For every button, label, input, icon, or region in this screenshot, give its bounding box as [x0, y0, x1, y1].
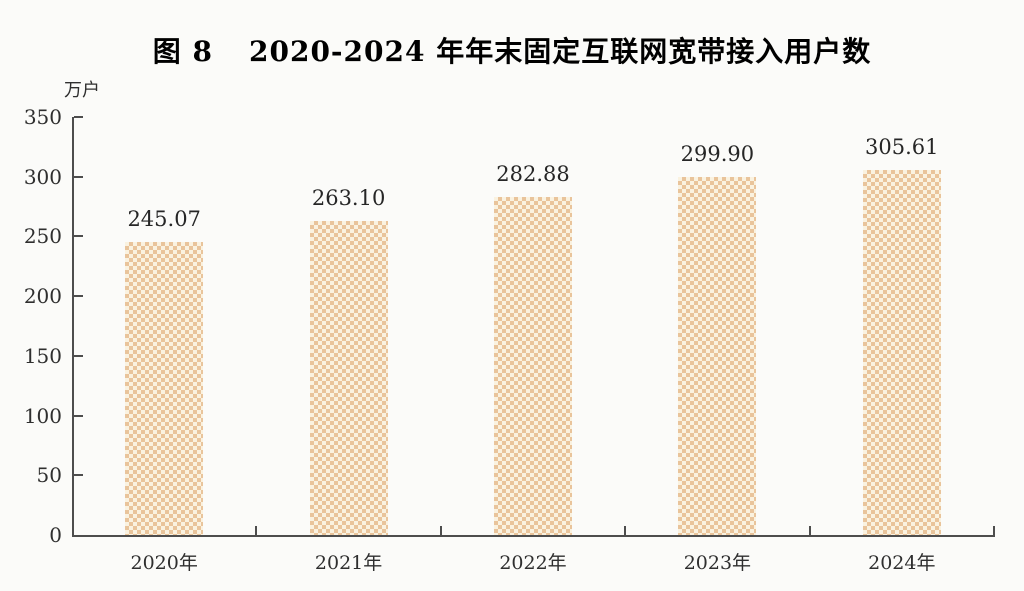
- bar: [862, 170, 941, 535]
- bar: [125, 242, 204, 535]
- x-category-label: 2024年: [868, 552, 936, 574]
- bar-value-label: 245.07: [127, 207, 201, 232]
- chart-title: 图 8 2020-2024 年年末固定互联网宽带接入用户数: [0, 30, 1024, 70]
- chart-title-text: 2020-2024 年年末固定互联网宽带接入用户数: [249, 35, 872, 68]
- bar: [309, 220, 388, 535]
- y-tick-label: 50: [36, 463, 62, 488]
- x-tick: [439, 526, 442, 535]
- x-axis-line: [72, 535, 995, 537]
- y-tick: [74, 295, 83, 298]
- y-tick: [74, 175, 83, 178]
- y-tick-label: 0: [49, 523, 62, 547]
- x-tick: [255, 526, 258, 535]
- y-tick-label: 250: [23, 224, 62, 249]
- figure-number-label: 图 8: [152, 35, 213, 68]
- y-tick: [74, 354, 83, 357]
- bar-value-label: 263.10: [311, 185, 386, 210]
- y-tick-label: 200: [23, 284, 62, 309]
- bar: [678, 176, 757, 535]
- bar: [494, 197, 572, 535]
- x-category-label: 2022年: [499, 552, 567, 574]
- x-category-label: 2020年: [130, 552, 198, 574]
- x-tick: [993, 526, 995, 535]
- y-tick: [74, 414, 83, 417]
- y-tick-label: 300: [23, 164, 62, 189]
- bar-value-label: 282.88: [496, 162, 570, 187]
- y-tick-label: 100: [23, 403, 62, 428]
- y-axis-unit-label: 万户: [64, 80, 100, 101]
- bar-value-label: 305.61: [865, 135, 939, 159]
- y-tick-label: 150: [23, 343, 62, 368]
- y-tick-label: 350: [23, 105, 62, 129]
- x-tick: [624, 526, 627, 535]
- bar-value-label: 299.90: [680, 141, 755, 166]
- y-tick: [74, 474, 83, 477]
- y-axis-line: [72, 117, 74, 537]
- x-category-label: 2021年: [314, 552, 383, 574]
- x-tick: [808, 526, 811, 535]
- x-category-label: 2023年: [683, 552, 752, 574]
- y-tick: [74, 116, 83, 118]
- y-tick: [74, 235, 83, 238]
